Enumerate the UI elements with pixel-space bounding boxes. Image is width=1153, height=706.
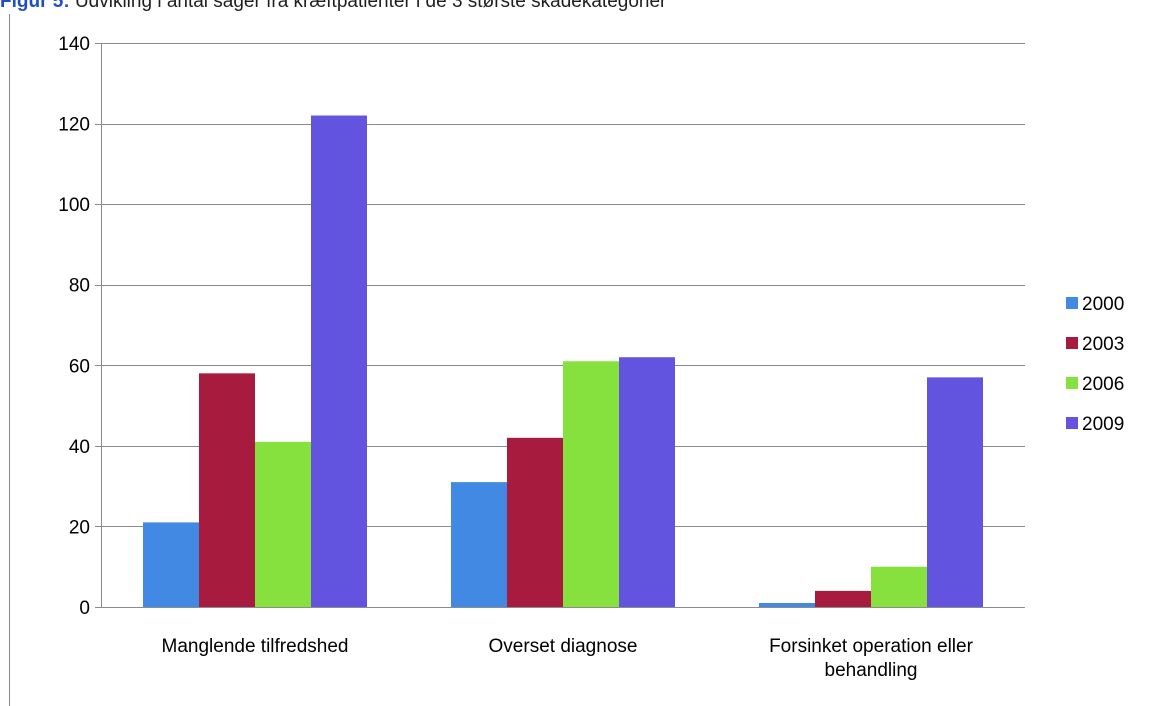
legend-label: 2000: [1082, 294, 1124, 315]
bar: [199, 373, 255, 607]
y-tick-label: 40: [69, 437, 90, 458]
legend-swatch: [1066, 417, 1078, 429]
bar: [507, 437, 563, 607]
figure-label: Figur 5:: [0, 0, 70, 12]
y-tick-label: 140: [58, 34, 90, 55]
bar: [927, 377, 983, 607]
legend-label: 2009: [1082, 414, 1124, 435]
y-tick-label: 20: [69, 517, 90, 538]
legend-swatch: [1066, 337, 1078, 349]
bar: [563, 361, 619, 607]
x-category-label: Manglende tilfredshed: [162, 636, 349, 657]
bar: [255, 441, 311, 607]
bar: [143, 522, 199, 607]
legend-swatch: [1066, 297, 1078, 309]
y-tick-label: 60: [69, 356, 90, 377]
legend-label: 2003: [1082, 334, 1124, 355]
bar: [311, 115, 367, 607]
figure-caption: Figur 5: Udvikling i antal sager fra kræ…: [0, 0, 1153, 13]
bar: [815, 590, 871, 607]
y-axis-ticks: 0 20 40 60 80 100 120 140: [58, 34, 90, 619]
y-tick-label: 0: [79, 598, 90, 619]
bar: [451, 482, 507, 607]
y-tick-label: 80: [69, 276, 90, 297]
bars: [143, 115, 983, 607]
legend: 2000 2003 2006 2009: [1066, 294, 1124, 435]
x-category-label: Overset diagnose: [489, 636, 638, 657]
y-tick-label: 100: [58, 195, 90, 216]
legend-label: 2006: [1082, 374, 1124, 395]
bar: [619, 357, 675, 607]
x-category-label: Forsinket operation eller behandling: [769, 636, 973, 681]
y-tick-label: 120: [58, 115, 90, 136]
bar: [759, 602, 815, 607]
figure-title: Udvikling i antal sager fra kræftpatient…: [74, 0, 667, 12]
bar: [871, 566, 927, 607]
x-axis-labels: Manglende tilfredshed Overset diagnose For…: [162, 636, 974, 681]
legend-swatch: [1066, 377, 1078, 389]
